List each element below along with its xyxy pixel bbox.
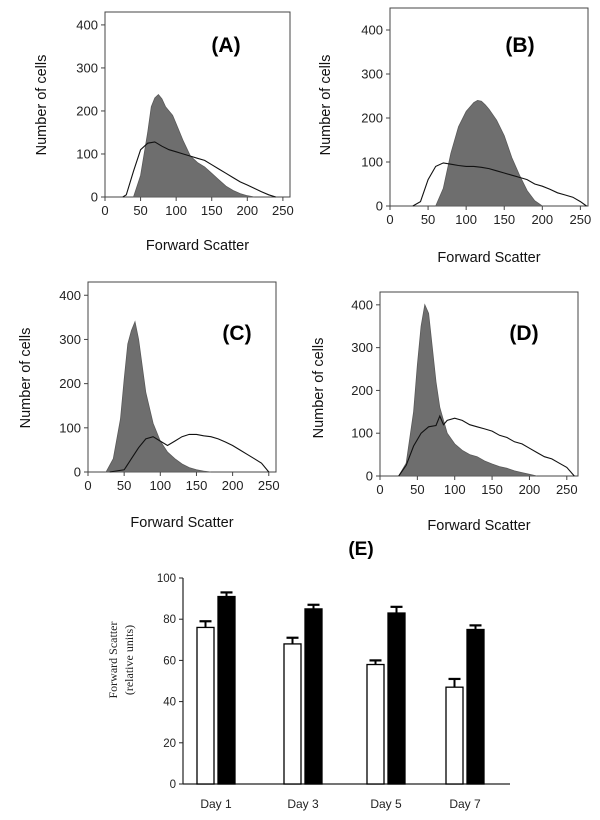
histogram-outline-series xyxy=(122,141,276,198)
category-label: Day 1 xyxy=(200,797,232,811)
y-tick-label: 100 xyxy=(59,420,81,435)
x-axis-label: Forward Scatter xyxy=(427,518,530,534)
x-tick-label: 250 xyxy=(556,482,578,497)
y-axis-label: Forward Scatter xyxy=(106,622,120,699)
y-tick-label: 0 xyxy=(74,465,81,480)
bar-filled xyxy=(466,628,485,785)
histogram-filled-series xyxy=(435,99,544,207)
panel-label: (A) xyxy=(211,34,240,57)
bar-filled xyxy=(304,608,323,785)
y-tick-label: 100 xyxy=(361,155,383,170)
x-tick-label: 150 xyxy=(481,482,503,497)
y-tick-label: 0 xyxy=(170,779,176,791)
y-tick-label: 200 xyxy=(361,111,383,126)
y-tick-label: 400 xyxy=(76,17,98,32)
x-tick-label: 200 xyxy=(236,203,258,218)
x-axis-label: Forward Scatter xyxy=(437,250,540,266)
bar-filled xyxy=(217,595,236,785)
x-tick-label: 150 xyxy=(493,212,515,227)
y-axis-label: Number of cells xyxy=(34,55,50,156)
y-tick-label: 300 xyxy=(59,332,81,347)
y-tick-label: 0 xyxy=(366,469,373,484)
x-tick-label: 0 xyxy=(84,478,91,493)
y-tick-label: 40 xyxy=(163,697,176,709)
x-tick-label: 250 xyxy=(570,212,592,227)
x-tick-label: 50 xyxy=(133,203,147,218)
histogram-outline-series xyxy=(109,433,270,473)
y-axis-label: Number of cells xyxy=(311,338,327,439)
bar-open xyxy=(196,626,215,785)
x-tick-label: 100 xyxy=(444,482,466,497)
y-tick-label: 100 xyxy=(157,573,176,585)
panel-label: (B) xyxy=(505,34,534,57)
x-tick-label: 50 xyxy=(421,212,435,227)
x-tick-label: 100 xyxy=(455,212,477,227)
x-tick-label: 200 xyxy=(519,482,541,497)
x-tick-label: 250 xyxy=(258,478,280,493)
bar-open xyxy=(445,686,464,785)
x-tick-label: 250 xyxy=(272,203,294,218)
x-axis-label: Forward Scatter xyxy=(146,238,249,254)
panel-label: (E) xyxy=(348,539,373,560)
panel-label: (C) xyxy=(222,322,251,345)
histogram-panel-3: 0 50 100 150 200 250 0 100 200 300 400 Number of ce… xyxy=(18,281,280,531)
histogram-filled-series xyxy=(398,303,537,477)
y-tick-label: 100 xyxy=(351,426,373,441)
histogram-outline-series xyxy=(412,162,587,207)
y-tick-label: 200 xyxy=(76,103,98,118)
x-tick-label: 100 xyxy=(149,478,171,493)
y-axis-unit-label: (relative units) xyxy=(122,625,136,695)
category-label: Day 3 xyxy=(287,797,319,811)
histogram-outline-series xyxy=(398,414,575,477)
x-tick-label: 0 xyxy=(101,203,108,218)
histogram-panel-4: 0 50 100 150 200 250 0 100 200 300 400 Number of ce… xyxy=(311,291,579,534)
x-tick-label: 0 xyxy=(376,482,383,497)
x-tick-label: 50 xyxy=(117,478,131,493)
x-tick-label: 100 xyxy=(165,203,187,218)
y-tick-label: 20 xyxy=(163,738,176,750)
x-tick-label: 0 xyxy=(386,212,393,227)
category-label: Day 7 xyxy=(449,797,481,811)
y-axis-label: Number of cells xyxy=(18,328,34,429)
y-tick-label: 300 xyxy=(361,67,383,82)
y-tick-label: 400 xyxy=(361,23,383,38)
y-tick-label: 400 xyxy=(59,288,81,303)
histogram-filled-series xyxy=(132,94,255,198)
bar-filled xyxy=(387,612,406,785)
y-tick-label: 80 xyxy=(163,614,176,626)
x-axis-label: Forward Scatter xyxy=(130,515,233,531)
histogram-panel-1: 0 50 100 150 200 250 0 100 200 300 400 Number of ce… xyxy=(34,11,294,254)
category-label: Day 5 xyxy=(370,797,402,811)
histogram-filled-series xyxy=(105,320,211,473)
y-tick-label: 60 xyxy=(163,655,176,667)
y-tick-label: 100 xyxy=(76,146,98,161)
panel-label: (D) xyxy=(509,322,538,345)
y-tick-label: 200 xyxy=(59,376,81,391)
y-tick-label: 200 xyxy=(351,383,373,398)
y-axis-label: Number of cells xyxy=(318,55,334,156)
histogram-panel-2: 0 50 100 150 200 250 0 100 200 300 400 Number of ce… xyxy=(318,7,592,266)
y-tick-label: 0 xyxy=(376,199,383,214)
x-tick-label: 150 xyxy=(201,203,223,218)
bar-open xyxy=(366,663,385,785)
y-tick-label: 0 xyxy=(91,190,98,205)
bar-chart-panel: (E) 0 20 40 60 80 100 Forward Scatter (relative … xyxy=(106,539,510,811)
y-tick-label: 300 xyxy=(76,60,98,75)
bar-open xyxy=(283,643,302,785)
x-tick-label: 50 xyxy=(410,482,424,497)
y-tick-label: 300 xyxy=(351,340,373,355)
x-tick-label: 200 xyxy=(531,212,553,227)
x-tick-label: 200 xyxy=(222,478,244,493)
x-tick-label: 150 xyxy=(186,478,208,493)
y-tick-label: 400 xyxy=(351,297,373,312)
